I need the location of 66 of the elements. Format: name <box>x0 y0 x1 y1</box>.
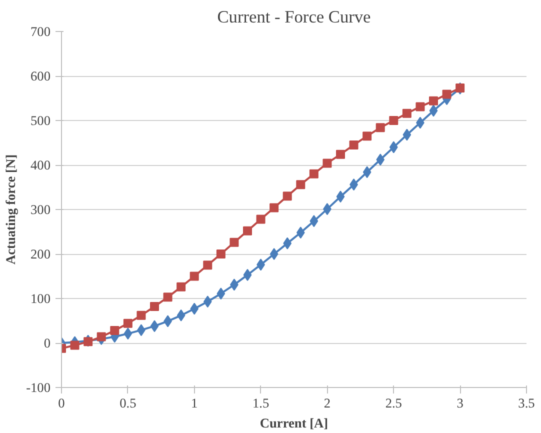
chart-title: Current - Force Curve <box>217 8 372 26</box>
y-tick-label: 0 <box>44 336 51 350</box>
point <box>84 337 93 346</box>
point <box>429 96 438 106</box>
point <box>389 116 398 125</box>
point <box>296 180 306 190</box>
point <box>190 272 199 281</box>
point <box>362 132 372 141</box>
point <box>203 260 212 270</box>
point <box>362 166 372 178</box>
y-tick-label: 600 <box>30 68 51 84</box>
point <box>309 169 318 178</box>
point <box>216 288 226 300</box>
point <box>150 302 159 312</box>
point <box>376 154 385 166</box>
point <box>230 238 239 247</box>
y-tick-label: 500 <box>30 113 51 128</box>
x-tick-label: 3.5 <box>518 396 536 410</box>
point <box>190 302 199 315</box>
x-tick-label: 0 <box>58 396 66 410</box>
point <box>136 310 146 320</box>
y-tick-label: 700 <box>30 24 51 39</box>
x-axis-title: Current [A] <box>260 416 328 430</box>
point <box>402 128 412 141</box>
point <box>124 328 132 340</box>
point <box>70 340 80 350</box>
point <box>270 248 278 260</box>
y-axis-title: Actuating force [N] <box>3 154 18 265</box>
point <box>296 226 305 239</box>
point <box>163 292 172 302</box>
point <box>389 141 398 154</box>
point <box>282 192 292 201</box>
point <box>322 158 332 168</box>
x-tick-label: 2 <box>324 396 331 410</box>
point <box>336 190 345 203</box>
y-tick-label: 100 <box>30 291 51 306</box>
point <box>203 296 212 308</box>
x-tick-label: 1.5 <box>252 396 270 410</box>
point <box>96 332 106 342</box>
point <box>150 320 159 332</box>
point <box>429 104 438 117</box>
y-tick-label: 400 <box>30 158 51 172</box>
point <box>110 326 120 336</box>
point <box>402 108 412 118</box>
point <box>270 203 279 212</box>
point <box>349 140 358 150</box>
point <box>176 282 186 292</box>
point <box>283 237 292 250</box>
x-tick-label: 2.5 <box>385 396 402 410</box>
point <box>442 90 452 99</box>
point <box>256 214 266 224</box>
y-tick-label: -100 <box>26 380 51 395</box>
x-tick-label: 1 <box>191 396 198 410</box>
point <box>310 215 318 228</box>
point <box>176 309 186 322</box>
y-tick-label: 300 <box>30 202 51 217</box>
point <box>243 226 252 236</box>
point <box>416 102 425 112</box>
x-tick-label: 3 <box>456 396 464 410</box>
point <box>123 318 132 328</box>
point <box>376 123 385 132</box>
x-tick-label: 0.5 <box>120 396 137 410</box>
y-tick-label: 200 <box>30 246 51 262</box>
point <box>216 250 226 258</box>
point <box>336 150 345 159</box>
point <box>243 268 252 281</box>
